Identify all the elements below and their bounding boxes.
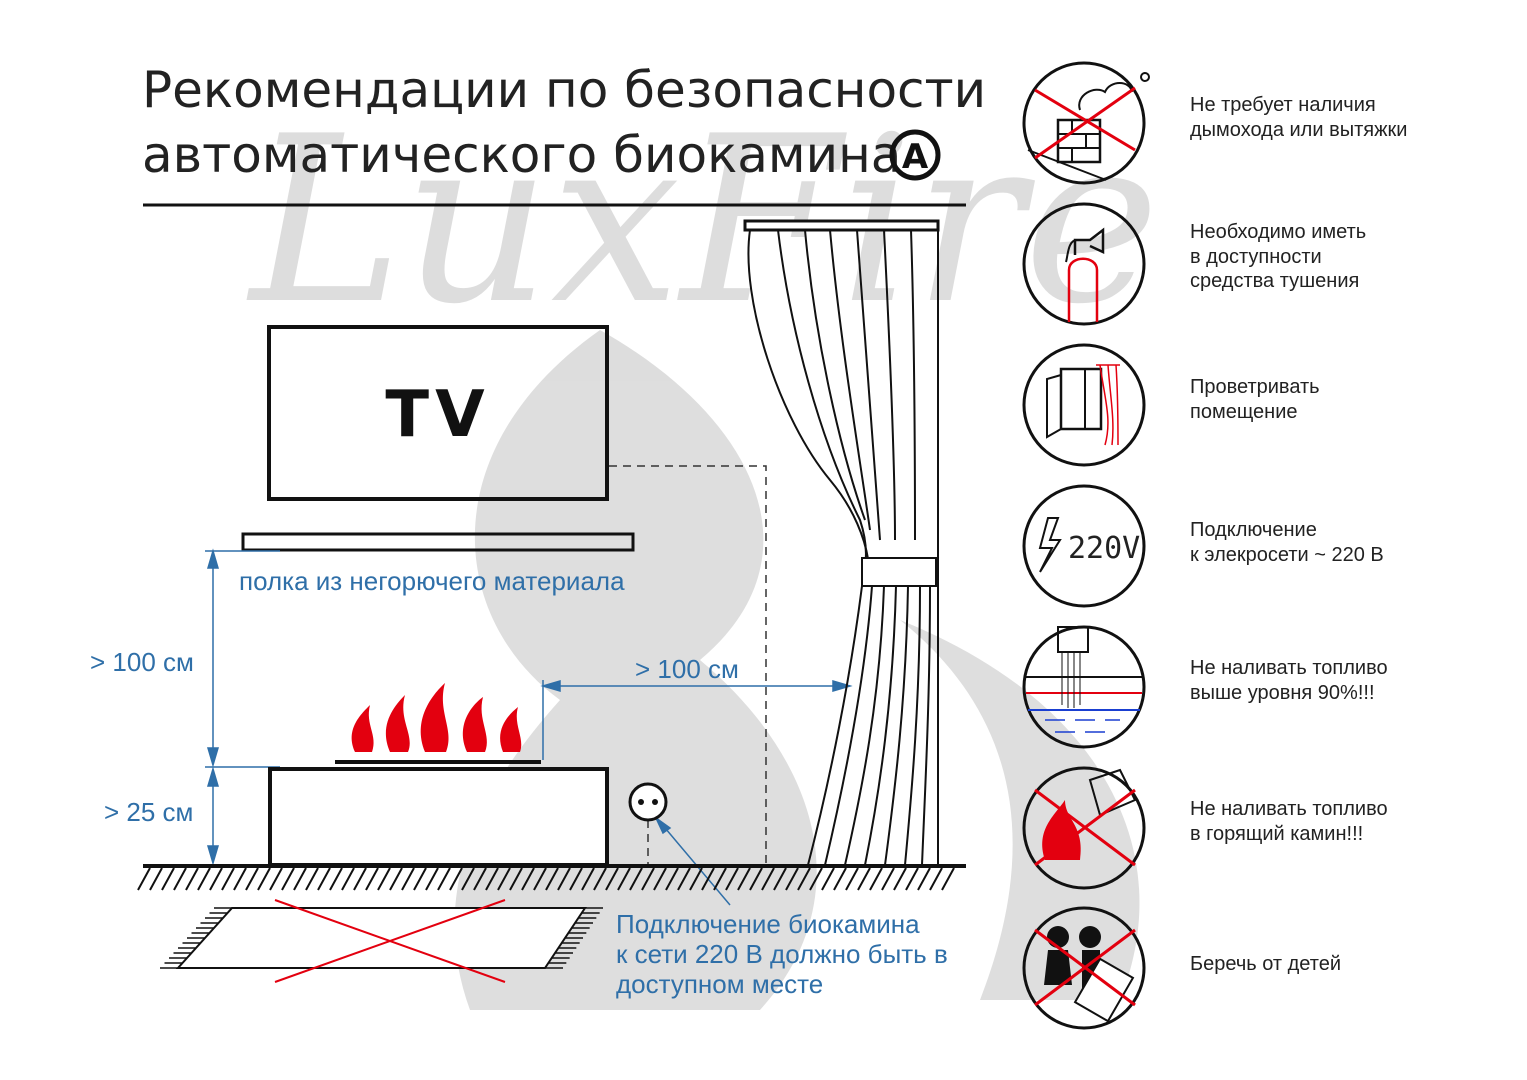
distance-curtain-label: > 100 см (635, 654, 739, 684)
rule-2-line-3: средства тушения (1190, 270, 1359, 292)
rule-4-line-2: к элекросети ~ 220 В (1190, 544, 1384, 566)
rule-6-line-2: в горящий камин!!! (1190, 823, 1363, 845)
socket-note-line-1: Подключение биокамина (616, 909, 920, 939)
title-line-1: Рекомендации по безопасности (142, 61, 986, 119)
socket-note-line-2: к сети 220 В должно быть в (616, 939, 948, 969)
rule-1-line-2: дымохода или вытяжки (1190, 119, 1407, 141)
svg-text:220V: 220V (1068, 531, 1140, 566)
rule-6-line-1: Не наливать топливо (1190, 798, 1388, 820)
power-socket-icon (628, 782, 668, 822)
rule-2-line-2: в доступности (1190, 246, 1322, 268)
fire-extinguisher-icon (1022, 202, 1146, 326)
rug-prohibited-icon (160, 899, 603, 983)
rule-3-line-2: помещение (1190, 401, 1298, 423)
height-base-label: > 25 см (104, 797, 193, 827)
voltage-220v-icon: 220V (1022, 484, 1146, 608)
rule-4-line-1: Подключение (1190, 519, 1317, 541)
badge-a-icon: A (889, 129, 941, 181)
title-line-2: автоматического биокамина (142, 126, 901, 184)
flames-icon (351, 683, 522, 752)
rule-5-line-2: выше уровня 90%!!! (1190, 682, 1375, 704)
svg-text:A: A (902, 137, 929, 177)
rule-7-line-1: Беречь от детей (1190, 953, 1341, 975)
dimension-arrows (205, 548, 853, 906)
tv-label: TV (385, 378, 490, 452)
floor (137, 864, 966, 891)
curtain (743, 219, 940, 866)
tv-screen (267, 325, 609, 501)
rule-5-line-1: Не наливать топливо (1190, 657, 1388, 679)
rule-3-line-1: Проветривать (1190, 376, 1320, 398)
shelf-label: полка из негорючего материала (239, 566, 625, 596)
keep-from-children-icon (1022, 906, 1146, 1030)
svg-text:LuxFire: LuxFire (246, 88, 1160, 355)
fuel-level-icon (1022, 625, 1146, 749)
rule-2-line-1: Необходимо иметь (1190, 221, 1366, 243)
rule-1-line-1: Не требует наличия (1190, 94, 1376, 116)
socket-note-line-3: доступном месте (616, 969, 823, 999)
no-refuel-burning-icon (1022, 766, 1146, 890)
open-window-icon (1022, 343, 1146, 467)
no-chimney-icon (1022, 61, 1150, 185)
fireplace-base (268, 767, 609, 867)
height-above-label: > 100 см (90, 647, 194, 677)
shelf (241, 532, 635, 552)
